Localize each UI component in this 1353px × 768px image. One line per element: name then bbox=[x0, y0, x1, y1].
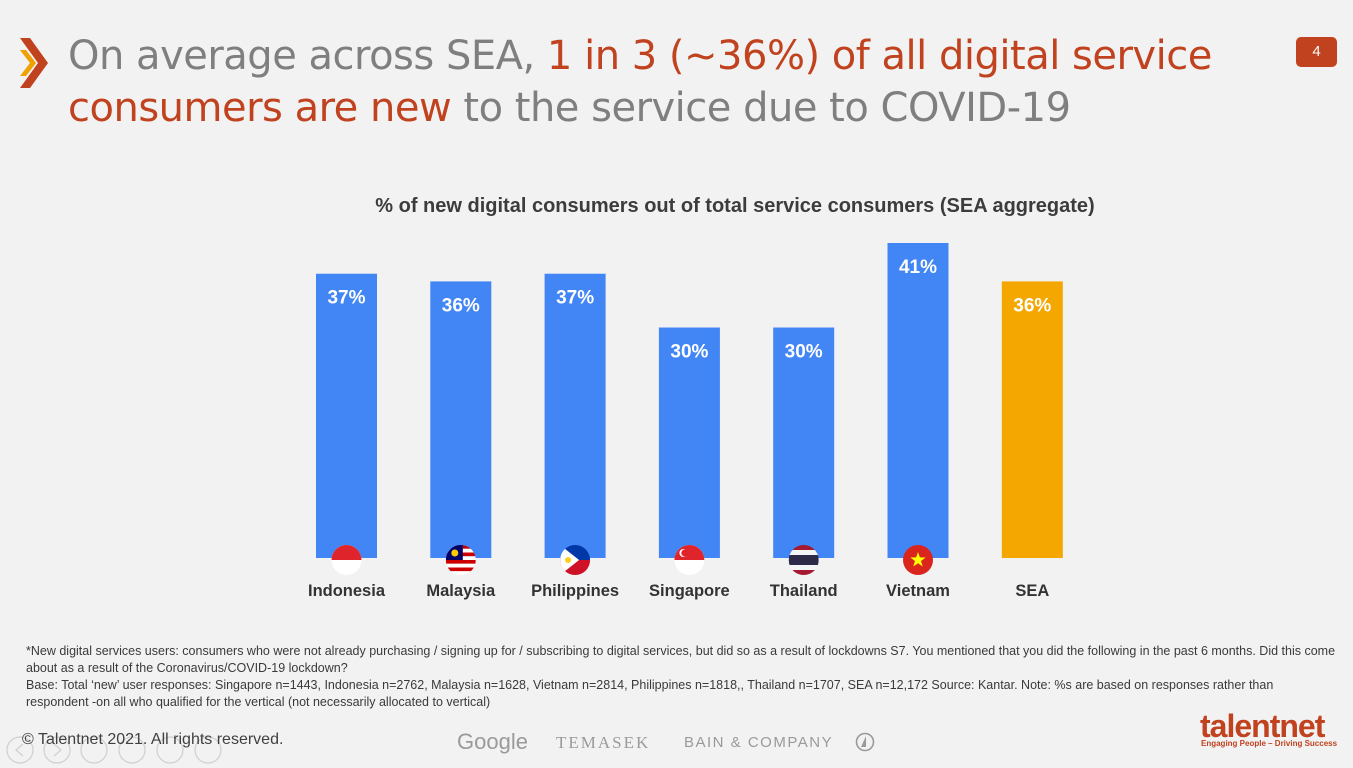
philippines-flag-icon bbox=[560, 545, 591, 575]
chevron-logo-icon bbox=[20, 38, 48, 88]
bain-logo: BAIN & COMPANY bbox=[684, 734, 834, 751]
footnote: *New digital services users: consumers w… bbox=[26, 643, 1336, 711]
category-label: Thailand bbox=[770, 582, 838, 600]
indonesia-flag-icon bbox=[331, 545, 362, 575]
chart-title: % of new digital consumers out of total … bbox=[375, 195, 1095, 217]
category-label: SEA bbox=[1015, 582, 1049, 600]
category-label: Philippines bbox=[531, 582, 619, 600]
talentnet-logo: talentnet bbox=[1200, 708, 1325, 744]
page-title: On average across SEA, 1 in 3 (~36%) of … bbox=[68, 33, 1212, 131]
bar-malaysia bbox=[430, 281, 492, 558]
nav-next-icon bbox=[43, 736, 71, 764]
nav-zoom-icon bbox=[156, 736, 184, 764]
category-label: Indonesia bbox=[308, 582, 386, 600]
page-number-badge: 4 bbox=[1296, 37, 1337, 67]
malaysia-flag-icon bbox=[445, 545, 476, 575]
category-label: Singapore bbox=[649, 582, 730, 600]
category-label: Malaysia bbox=[426, 582, 496, 600]
footnote-definition: *New digital services users: consumers w… bbox=[26, 644, 1336, 675]
data-label: 41% bbox=[899, 257, 937, 278]
bain-mark-icon bbox=[855, 732, 875, 752]
bar-indonesia bbox=[316, 273, 377, 558]
nav-prev-icon bbox=[6, 736, 34, 764]
singapore-flag-icon bbox=[674, 545, 705, 575]
category-label: Vietnam bbox=[886, 582, 950, 600]
slide-nav-controls[interactable] bbox=[4, 734, 234, 766]
bar-sea bbox=[1001, 281, 1063, 558]
data-label: 30% bbox=[670, 342, 708, 363]
data-label: 37% bbox=[327, 288, 365, 309]
nav-more-icon bbox=[194, 736, 222, 764]
thailand-flag-icon bbox=[788, 545, 819, 575]
bar-thailand bbox=[773, 327, 835, 558]
bar-vietnam bbox=[887, 243, 949, 558]
copyright-text: © Talentnet 2021. All rights reserved. bbox=[22, 731, 284, 748]
data-label: 37% bbox=[556, 288, 594, 309]
data-label: 36% bbox=[442, 295, 480, 316]
data-label: 30% bbox=[785, 342, 823, 363]
google-logo: Google bbox=[457, 729, 528, 754]
footnote-base: Base: Total ‘new’ user responses: Singap… bbox=[26, 678, 1274, 709]
bar-singapore bbox=[658, 327, 720, 558]
talentnet-tagline: Engaging People – Driving Success bbox=[1201, 739, 1338, 748]
nav-pen-icon bbox=[80, 736, 108, 764]
temasek-logo: TEMASEK bbox=[556, 733, 651, 752]
data-label: 36% bbox=[1013, 295, 1051, 316]
bar-chart: 37% Indonesia 36% Malaysia 37% Philippines 30%… bbox=[308, 243, 1063, 600]
bar-philippines bbox=[544, 273, 606, 558]
vietnam-flag-icon bbox=[903, 545, 933, 575]
nav-slides-icon bbox=[118, 736, 146, 764]
